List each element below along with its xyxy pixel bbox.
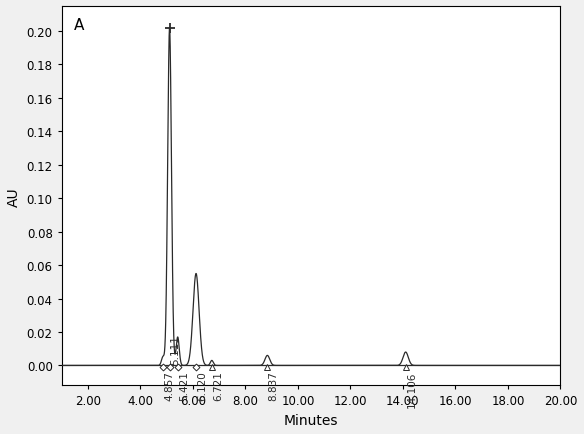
Text: 5.111: 5.111: [171, 334, 180, 364]
Text: 4.857: 4.857: [164, 371, 174, 401]
Text: 8.837: 8.837: [269, 371, 279, 401]
Y-axis label: AU: AU: [7, 187, 21, 206]
Text: 14.106: 14.106: [406, 371, 417, 407]
Text: 5.421: 5.421: [179, 371, 189, 401]
X-axis label: Minutes: Minutes: [284, 413, 338, 427]
Text: 6.721: 6.721: [213, 371, 223, 401]
Text: 6.120: 6.120: [197, 371, 207, 400]
Text: A: A: [74, 18, 85, 33]
